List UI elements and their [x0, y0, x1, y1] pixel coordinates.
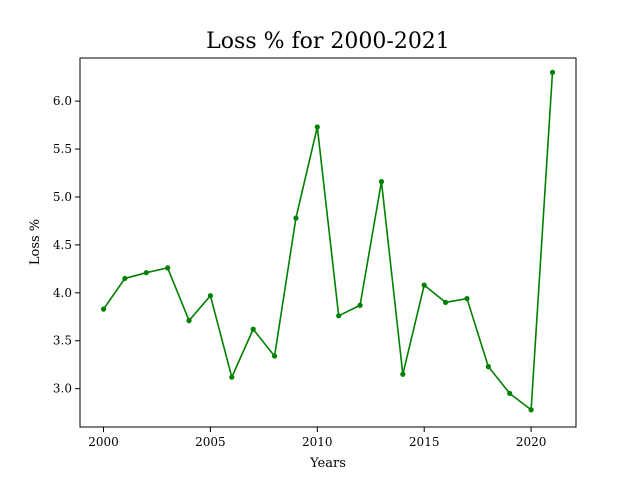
series-group: [100, 69, 556, 413]
data-point: [207, 293, 214, 299]
data-point: [357, 302, 363, 308]
data-point: [165, 265, 171, 271]
data-point: [464, 295, 470, 302]
x-tick-label: 2015: [409, 435, 440, 449]
x-axis: 2000 2005 2010 2015 2020: [88, 427, 546, 449]
data-point: [336, 313, 342, 319]
x-axis-label: Years: [309, 456, 346, 471]
data-point: [421, 282, 427, 288]
data-point: [528, 407, 534, 413]
data-point: [507, 390, 513, 397]
data-point: [549, 69, 556, 75]
chart-title: Loss % for 2000-2021: [206, 29, 450, 54]
y-tick-label: 6.0: [53, 94, 72, 108]
plot-frame: [79, 57, 577, 428]
data-point: [229, 374, 235, 380]
data-point: [143, 270, 149, 276]
series-line: [102, 72, 554, 411]
data-point: [400, 371, 406, 377]
y-tick-label: 3.5: [53, 334, 72, 348]
y-tick-label: 5.5: [53, 142, 72, 156]
x-tick-label: 2010: [302, 435, 333, 449]
y-axis-label: Loss %: [28, 219, 43, 265]
y-tick-label: 5.0: [53, 190, 72, 204]
y-axis: 3.0 3.5 4.0 4.5 5.0 5.5 6.0: [53, 94, 80, 396]
y-tick-label: 3.0: [53, 382, 72, 396]
data-point: [485, 364, 491, 370]
plot-area: [79, 57, 577, 428]
y-tick-label: 4.5: [53, 238, 72, 252]
data-point: [100, 306, 107, 312]
y-tick-label: 4.0: [53, 286, 72, 300]
x-tick-label: 2000: [88, 435, 119, 449]
data-point: [293, 215, 299, 221]
data-point: [122, 275, 128, 282]
data-point: [250, 326, 256, 332]
data-point: [271, 353, 278, 359]
data-point: [378, 179, 385, 185]
x-tick-label: 2005: [195, 435, 226, 449]
data-point: [186, 318, 192, 324]
x-tick-label: 2020: [516, 435, 547, 449]
data-point: [314, 124, 320, 130]
data-point: [442, 299, 449, 306]
